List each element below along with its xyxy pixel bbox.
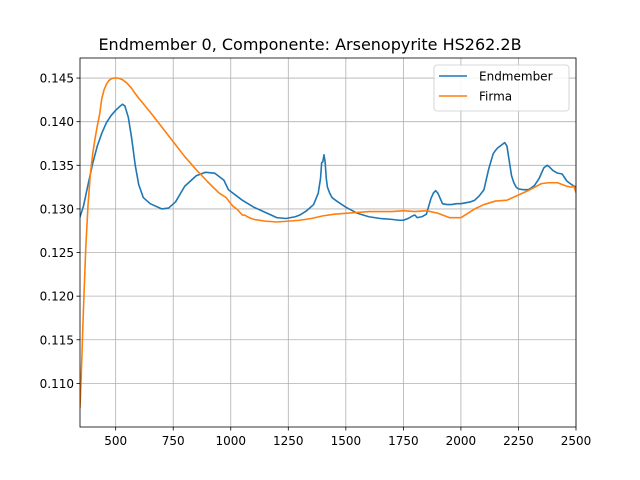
series-line-firma bbox=[80, 77, 576, 408]
y-tick-label: 0.140 bbox=[40, 115, 74, 129]
x-tick-label: 750 bbox=[162, 434, 185, 448]
x-tick-label: 2250 bbox=[503, 434, 534, 448]
y-tick-label: 0.130 bbox=[40, 202, 74, 216]
legend-label-endmember: Endmember bbox=[479, 70, 553, 84]
x-tick-label: 1750 bbox=[388, 434, 419, 448]
y-tick-label: 0.125 bbox=[40, 246, 74, 260]
y-tick-label: 0.145 bbox=[40, 72, 74, 86]
ticks: 500 750 1000 1250 1500 1750 2000 2250 2500 0.110 0… bbox=[40, 72, 592, 448]
y-tick-label: 0.120 bbox=[40, 290, 74, 304]
x-tick-label: 1500 bbox=[331, 434, 362, 448]
x-tick-label: 2000 bbox=[446, 434, 477, 448]
y-tick-label: 0.135 bbox=[40, 159, 74, 173]
plot-frame bbox=[79, 57, 577, 428]
legend-box bbox=[433, 64, 570, 112]
chart-title: Endmember 0, Componente: Arsenopyrite HS… bbox=[98, 35, 521, 54]
y-tick-label: 0.110 bbox=[40, 377, 74, 391]
x-tick-label: 500 bbox=[104, 434, 127, 448]
y-tick-label: 0.115 bbox=[40, 333, 74, 347]
x-tick-label: 1250 bbox=[273, 434, 304, 448]
legend-label-firma: Firma bbox=[479, 90, 512, 104]
series-line-endmember bbox=[80, 103, 576, 222]
legend: Endmember Firma bbox=[433, 64, 570, 112]
x-tick-label: 2500 bbox=[561, 434, 592, 448]
x-tick-label: 1000 bbox=[215, 434, 246, 448]
series-layer bbox=[80, 77, 576, 408]
